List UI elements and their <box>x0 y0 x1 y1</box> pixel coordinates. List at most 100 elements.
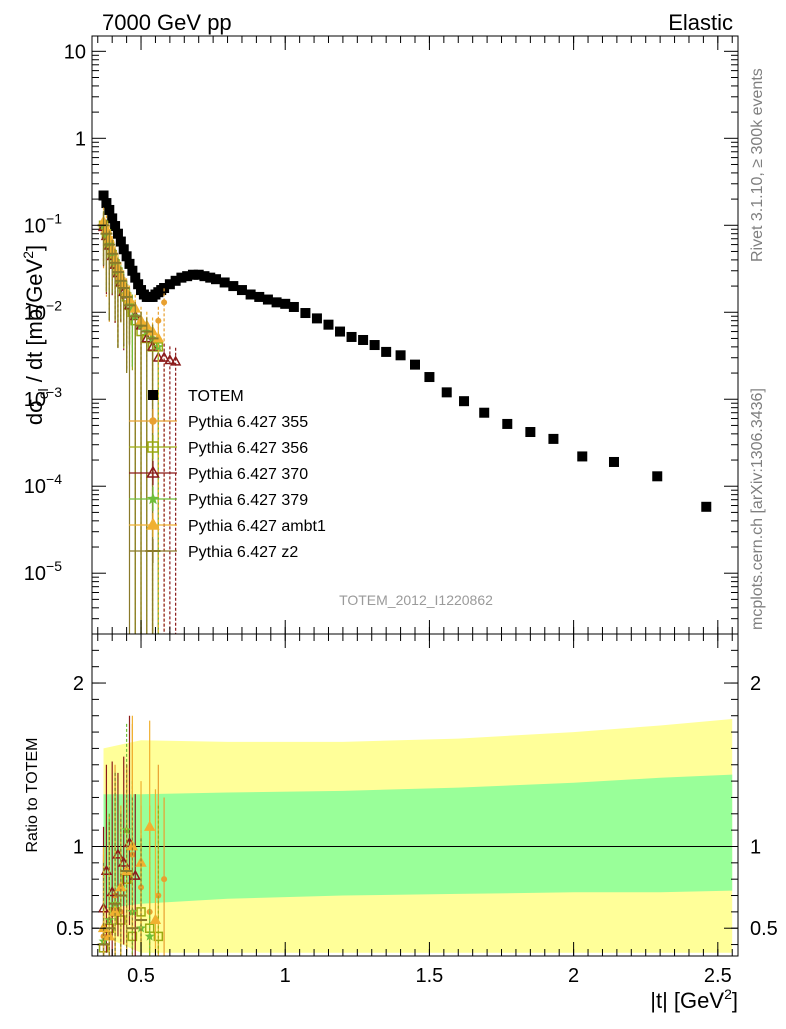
totem-point <box>199 271 210 282</box>
totem-point <box>124 258 135 269</box>
totem-point <box>288 301 299 312</box>
main-ytick-label: 10−4 <box>24 471 62 498</box>
main-ytick-label: 10−3 <box>24 384 62 411</box>
totem-point <box>502 418 513 429</box>
totem-point <box>107 213 118 224</box>
totem-point <box>104 204 115 215</box>
ratio-point <box>155 892 162 899</box>
legend-marker <box>146 465 160 478</box>
totem-point <box>187 269 198 280</box>
side-label-rivet: Rivet 3.1.10, ≥ 300k events <box>749 68 766 262</box>
ratio-panel-marks <box>97 715 168 956</box>
ratio-xtick-label: 1.5 <box>416 965 444 987</box>
totem-point <box>479 407 490 418</box>
analysis-watermark: TOTEM_2012_I1220862 <box>339 592 493 608</box>
totem-point <box>441 387 452 398</box>
totem-point <box>459 396 470 407</box>
legend-label: Pythia 6.427 355 <box>188 414 308 431</box>
ratio-xtick-label: 2 <box>568 965 579 987</box>
ratio-point <box>153 931 164 942</box>
ratio-ytick-label-right: 0.5 <box>750 918 778 940</box>
mc-point <box>158 351 170 362</box>
totem-point <box>311 313 322 324</box>
main-ytick-label: 1 <box>75 128 86 150</box>
totem-point <box>271 297 282 308</box>
totem-point <box>335 326 346 337</box>
totem-point <box>121 251 132 262</box>
main-ytick-label: 10−1 <box>24 210 62 237</box>
totem-point <box>170 275 181 286</box>
ratio-point <box>100 864 113 875</box>
totem-point <box>211 274 222 285</box>
mc-point <box>155 317 162 324</box>
main-panel-axes: 10 1 10−1 10−2 10−3 10−4 10−5 <box>24 36 738 635</box>
ratio-point <box>144 820 156 831</box>
totem-point <box>228 281 239 292</box>
totem-point <box>369 340 380 351</box>
ratio-point <box>161 876 168 883</box>
totem-point <box>346 331 357 342</box>
mc-point <box>169 355 182 366</box>
totem-point <box>176 272 187 283</box>
mc-point <box>164 353 176 365</box>
legend-label: Pythia 6.427 z2 <box>188 544 298 561</box>
totem-point <box>101 198 112 209</box>
totem-point <box>133 279 144 290</box>
totem-point <box>381 346 392 357</box>
ratio-panel-axes: 0.5 0.5 1 1 2 2 0.5 1 1.5 2 2.5 <box>56 634 778 987</box>
legend-marker <box>146 492 160 505</box>
totem-point <box>110 221 121 232</box>
mc-point <box>161 299 168 306</box>
totem-point <box>262 294 273 305</box>
legend-label: Pythia 6.427 379 <box>188 492 308 509</box>
totem-point <box>205 272 216 283</box>
ratio-bands <box>92 719 738 953</box>
totem-point <box>115 236 126 247</box>
ratio-point <box>149 913 162 924</box>
totem-point <box>300 308 311 319</box>
ratio-xtick-label: 0.5 <box>127 965 155 987</box>
totem-point <box>236 285 247 296</box>
totem-point <box>577 451 588 462</box>
totem-point <box>164 279 175 290</box>
ratio-ytick-label-right: 2 <box>750 673 761 695</box>
legend-label: TOTEM <box>188 388 244 405</box>
totem-point <box>98 190 109 201</box>
ratio-ytick-label-right: 1 <box>750 836 761 858</box>
ratio-band-inner <box>103 774 733 909</box>
ratio-ytick-label: 0.5 <box>56 918 84 940</box>
totem-point <box>424 372 435 383</box>
totem-point <box>358 334 369 345</box>
main-ytick-label: 10−5 <box>24 558 62 585</box>
totem-point <box>323 319 334 330</box>
ratio-ytick-label: 2 <box>73 673 84 695</box>
totem-point <box>254 291 265 302</box>
main-ytick-label: 10−2 <box>24 297 62 324</box>
main-ylabel: dσel / dt [mb/GeV2] <box>20 245 51 425</box>
totem-point <box>395 350 406 361</box>
ratio-xtick-label: 1 <box>280 965 291 987</box>
legend-label: Pythia 6.427 370 <box>188 466 308 483</box>
header-right: Elastic <box>668 10 733 35</box>
totem-point <box>182 271 193 282</box>
ratio-point <box>144 931 155 941</box>
totem-point <box>525 427 536 438</box>
main-panel-marks <box>97 190 712 634</box>
totem-point <box>245 289 256 300</box>
totem-point <box>118 244 129 255</box>
totem-point <box>159 283 170 294</box>
header-left: 7000 GeV pp <box>102 10 232 35</box>
totem-point <box>548 433 559 444</box>
ratio-point <box>112 848 124 859</box>
side-label-mcplots: mcplots.cern.ch [arXiv:1306.3436] <box>749 388 766 630</box>
legend: TOTEM Pythia 6.427 355 Pythia 6.427 356 Pyt… <box>129 388 326 563</box>
totem-point <box>219 277 230 288</box>
totem-point <box>701 501 712 512</box>
legend-marker <box>147 441 159 453</box>
totem-point <box>127 265 138 276</box>
legend-marker <box>148 390 158 400</box>
legend-marker <box>149 417 157 425</box>
legend-label: Pythia 6.427 356 <box>188 440 308 457</box>
